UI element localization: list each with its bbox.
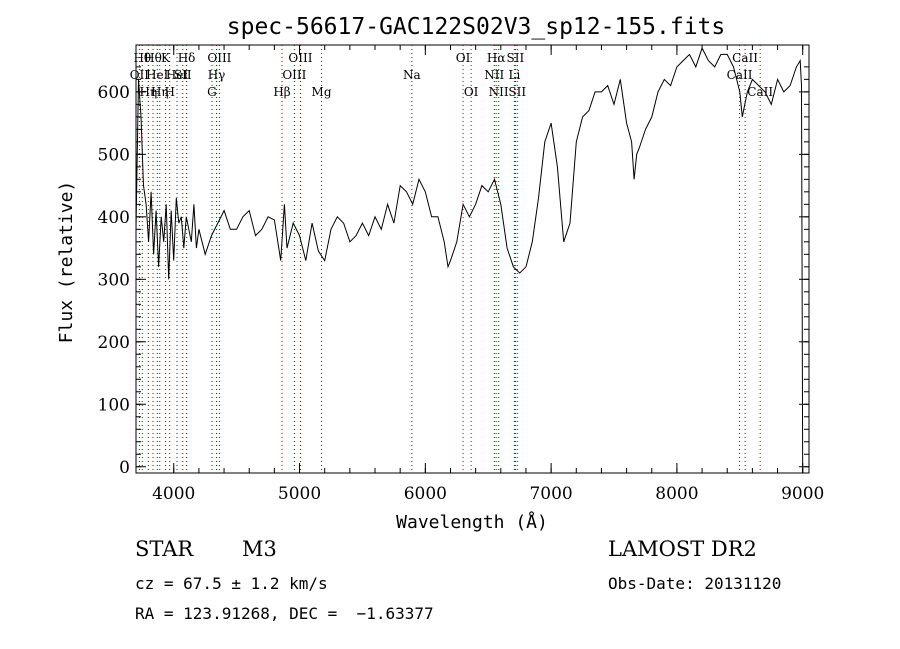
observation-date: Obs-Date: 20131120 (608, 574, 782, 593)
line-marker-label: OIII (288, 51, 312, 65)
line-marker-label: Hη (139, 85, 157, 99)
y-tick-label: 500 (98, 145, 130, 165)
y-tick-label: 100 (98, 395, 130, 415)
line-marker-label: Hη (151, 85, 169, 99)
x-tick-label: 8000 (655, 484, 698, 504)
line-marker-label: Hθ (133, 51, 151, 65)
x-tick-label: 5000 (278, 484, 321, 504)
x-axis-label: Wavelength (Å) (396, 511, 548, 533)
y-tick-label: 300 (98, 270, 130, 290)
line-marker-label: NII (489, 85, 509, 99)
line-marker-label: OIII (282, 68, 306, 82)
spectral-line-labels: OIIHθHηHθHeIHηKHHeISIIHδGHγOIIIHβOIIIOII… (130, 51, 774, 99)
spectrum-series-line (135, 46, 804, 474)
redshift-cz: cz = 67.5 ± 1.2 km/s (135, 574, 328, 593)
y-axis-label: Flux (relative) (56, 181, 77, 344)
object-subclass: M3 (242, 537, 277, 561)
plot-frame (135, 44, 810, 474)
line-marker-label: OIII (207, 51, 231, 65)
line-marker-label: SII (508, 85, 526, 99)
line-marker-label: Hα (487, 51, 506, 65)
x-axis-ticks: 4000 5000 6000 7000 8000 9000 (152, 45, 824, 504)
line-marker-label: SII (507, 51, 525, 65)
y-tick-label: 600 (98, 83, 130, 103)
line-marker-label: K (161, 51, 171, 65)
y-tick-label: 200 (98, 333, 130, 353)
ra-dec-coordinates: RA = 123.91268, DEC = −1.63377 (135, 604, 434, 623)
line-marker-label: HeI (146, 68, 169, 82)
x-tick-label: 9000 (781, 484, 824, 504)
line-marker-label: Hγ (208, 68, 226, 82)
x-tick-label: 7000 (529, 484, 572, 504)
chart-title: spec-56617-GAC122S02V3_sp12-155.fits (227, 14, 726, 40)
line-marker-label: Hθ (144, 51, 162, 65)
line-marker-label: HeI (166, 68, 189, 82)
x-tick-label: 4000 (152, 484, 195, 504)
y-axis-ticks: 0 100 200 300 400 500 600 (98, 66, 809, 478)
line-marker-label: OI (456, 51, 471, 65)
object-class: STAR (135, 537, 194, 561)
line-marker-label: Na (403, 68, 421, 82)
line-marker-label: Hδ (178, 51, 196, 65)
line-marker-label: Li (508, 68, 520, 82)
line-marker-label: SII (174, 68, 192, 82)
line-marker-label: H (164, 85, 174, 99)
line-marker-label: OI (464, 85, 479, 99)
line-marker-label: Hβ (273, 85, 290, 99)
y-tick-label: 400 (98, 208, 130, 228)
survey-name: LAMOST DR2 (608, 537, 757, 561)
line-marker-label: CaII (727, 68, 753, 82)
y-tick-label: 0 (119, 458, 130, 478)
spectral-line-markers (138, 45, 761, 473)
line-marker-label: OII (130, 68, 150, 82)
line-marker-label: G (207, 85, 217, 99)
line-marker-label: Mg (312, 85, 332, 99)
line-marker-label: CaII (732, 51, 758, 65)
line-marker-label: NII (484, 68, 504, 82)
x-tick-label: 6000 (404, 484, 447, 504)
